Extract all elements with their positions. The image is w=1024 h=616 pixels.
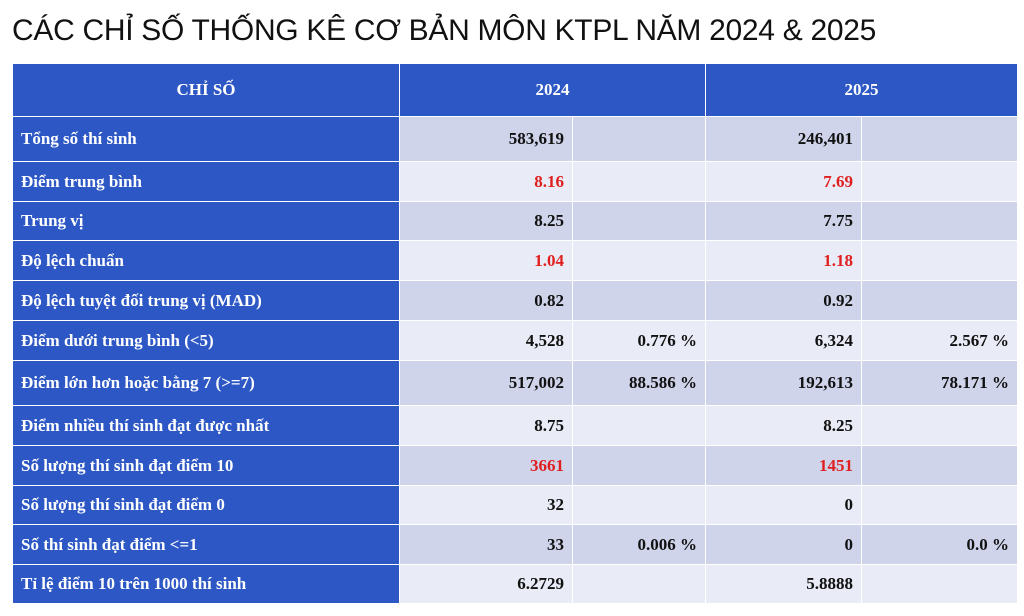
row-label: Độ lệch tuyệt đối trung vị (MAD) <box>12 280 400 321</box>
percent-2024 <box>572 485 706 525</box>
value-2024: 517,002 <box>399 360 573 406</box>
percent-2024 <box>572 445 706 486</box>
row-label: Độ lệch chuẩn <box>12 240 400 281</box>
value-2024: 0.82 <box>399 280 573 321</box>
table-row: Điểm dưới trung bình (<5) 4,528 0.776 % 6,3… <box>12 320 1018 361</box>
table-row: Độ lệch tuyệt đối trung vị (MAD) 0.82 0.92 <box>12 280 1018 321</box>
value-2024: 3661 <box>399 445 573 486</box>
value-2024: 4,528 <box>399 320 573 361</box>
row-label: Tỉ lệ điểm 10 trên 1000 thí sinh <box>12 564 400 604</box>
percent-2025 <box>861 445 1018 486</box>
percent-2025 <box>861 240 1018 281</box>
value-2025: 192,613 <box>705 360 862 406</box>
header-year-2024: 2024 <box>399 63 706 117</box>
row-label: Trung vị <box>12 201 400 241</box>
value-2024: 1.04 <box>399 240 573 281</box>
table-row: Tổng số thí sinh 583,619 246,401 <box>12 116 1018 162</box>
percent-2025 <box>861 116 1018 162</box>
percent-2024 <box>572 405 706 446</box>
value-2024: 6.2729 <box>399 564 573 604</box>
percent-2024: 0.006 % <box>572 524 706 565</box>
value-2025: 7.69 <box>705 161 862 202</box>
percent-2025 <box>861 161 1018 202</box>
table-row: Số thí sinh đạt điểm <=1 33 0.006 % 0 0.0 % <box>12 524 1018 565</box>
table-row: Điểm nhiều thí sinh đạt được nhất 8.75 8.2… <box>12 405 1018 446</box>
table-row: Trung vị 8.25 7.75 <box>12 201 1018 241</box>
value-2024: 32 <box>399 485 573 525</box>
row-label: Điểm dưới trung bình (<5) <box>12 320 400 361</box>
table-row: Điểm trung bình 8.16 7.69 <box>12 161 1018 202</box>
statistics-table: CHỈ SỐ 2024 2025 Tổng số thí sinh 583,619… <box>12 63 1018 604</box>
row-label: Số lượng thí sinh đạt điểm 10 <box>12 445 400 486</box>
page-title: CÁC CHỈ SỐ THỐNG KÊ CƠ BẢN MÔN KTPL NĂM … <box>12 14 877 47</box>
value-2025: 246,401 <box>705 116 862 162</box>
percent-2024: 0.776 % <box>572 320 706 361</box>
percent-2025 <box>861 280 1018 321</box>
value-2025: 0.92 <box>705 280 862 321</box>
value-2024: 8.16 <box>399 161 573 202</box>
percent-2025 <box>861 564 1018 604</box>
header-metric: CHỈ SỐ <box>12 63 400 117</box>
percent-2025: 78.171 % <box>861 360 1018 406</box>
row-label: Điểm lớn hơn hoặc bằng 7 (>=7) <box>12 360 400 406</box>
value-2025: 0 <box>705 524 862 565</box>
row-label: Tổng số thí sinh <box>12 116 400 162</box>
value-2025: 6,324 <box>705 320 862 361</box>
percent-2024 <box>572 240 706 281</box>
row-label: Số thí sinh đạt điểm <=1 <box>12 524 400 565</box>
value-2024: 583,619 <box>399 116 573 162</box>
percent-2025: 2.567 % <box>861 320 1018 361</box>
value-2025: 1451 <box>705 445 862 486</box>
percent-2024 <box>572 161 706 202</box>
value-2025: 5.8888 <box>705 564 862 604</box>
value-2025: 7.75 <box>705 201 862 241</box>
table-row: Số lượng thí sinh đạt điểm 10 3661 1451 <box>12 445 1018 486</box>
row-label: Điểm nhiều thí sinh đạt được nhất <box>12 405 400 446</box>
table-row: Tỉ lệ điểm 10 trên 1000 thí sinh 6.2729 5.… <box>12 564 1018 604</box>
percent-2024 <box>572 201 706 241</box>
percent-2024 <box>572 280 706 321</box>
percent-2025: 0.0 % <box>861 524 1018 565</box>
value-2025: 0 <box>705 485 862 525</box>
table-row: Số lượng thí sinh đạt điểm 0 32 0 <box>12 485 1018 525</box>
value-2024: 8.25 <box>399 201 573 241</box>
percent-2025 <box>861 485 1018 525</box>
value-2024: 33 <box>399 524 573 565</box>
percent-2025 <box>861 201 1018 241</box>
row-label: Điểm trung bình <box>12 161 400 202</box>
percent-2024 <box>572 564 706 604</box>
value-2025: 8.25 <box>705 405 862 446</box>
row-label: Số lượng thí sinh đạt điểm 0 <box>12 485 400 525</box>
header-year-2025: 2025 <box>705 63 1018 117</box>
table-row: Điểm lớn hơn hoặc bằng 7 (>=7) 517,002 88.… <box>12 360 1018 406</box>
percent-2024 <box>572 116 706 162</box>
percent-2024: 88.586 % <box>572 360 706 406</box>
table-row: Độ lệch chuẩn 1.04 1.18 <box>12 240 1018 281</box>
percent-2025 <box>861 405 1018 446</box>
value-2024: 8.75 <box>399 405 573 446</box>
value-2025: 1.18 <box>705 240 862 281</box>
